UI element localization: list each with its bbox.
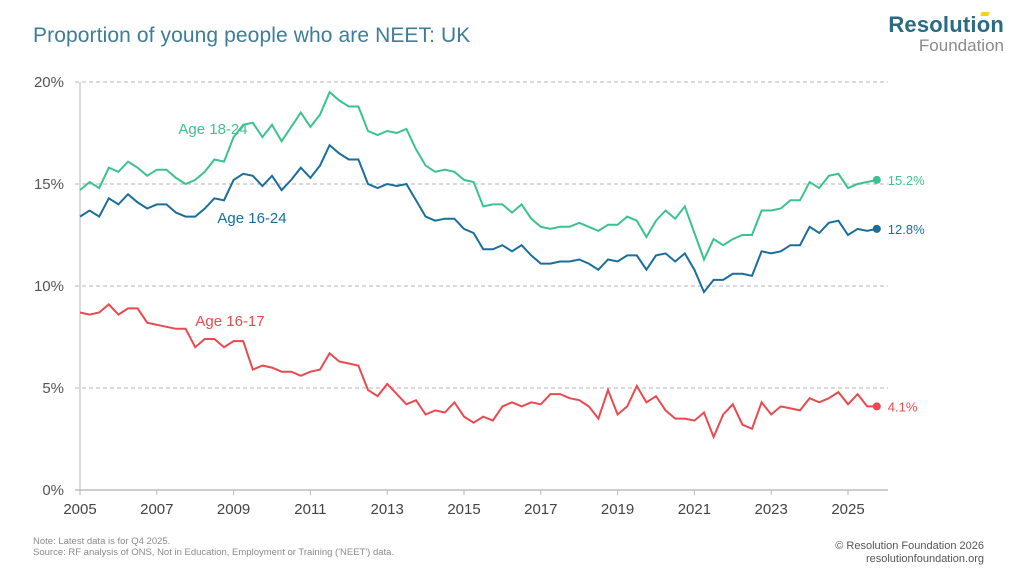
series-line: [79, 303, 877, 440]
logo-line-1: Resolution: [888, 12, 1004, 37]
series-label: Age 16-17: [195, 313, 264, 330]
end-point-marker: [872, 224, 881, 233]
x-tick-label: 2025: [831, 501, 864, 518]
end-point-marker: [872, 402, 881, 411]
end-value-label: 15.2%: [888, 173, 925, 188]
copyright-text: © Resolution Foundation 2026: [835, 540, 984, 552]
x-tick-label: 2005: [63, 501, 96, 518]
y-tick-label: 0%: [42, 482, 64, 499]
x-tick-label: 2007: [140, 501, 173, 518]
y-axis: 0% 5% 10% 15% 20%: [34, 74, 81, 499]
series-age-16-17: 4.1% Age 16-17: [79, 303, 918, 440]
end-value-label: 4.1%: [888, 399, 918, 414]
x-tick-label: 2019: [601, 501, 634, 518]
x-axis: 2005 2007 2009 2011 2013 2015 2017 2019 2021 2023…: [63, 490, 865, 518]
source-text: Source: RF analysis of ONS, Not in Educa…: [33, 547, 395, 558]
chart-title: Proportion of young people who are NEET:…: [33, 24, 471, 47]
series-line: [79, 143, 878, 295]
series-age-16-24: 12.8% Age 16-24: [79, 143, 925, 295]
y-tick-label: 20%: [34, 74, 64, 91]
y-tick-label: 15%: [34, 176, 64, 193]
chart-notes: Note: Latest data is for Q4 2025. Source…: [33, 536, 394, 558]
end-value-label: 12.8%: [888, 222, 925, 237]
copyright-block: © Resolution Foundation 2026 resolutionf…: [835, 540, 984, 566]
note-text: Note: Latest data is for Q4 2025.: [33, 536, 171, 547]
x-tick-label: 2013: [371, 501, 404, 518]
series-group: 15.2% Age 18-24 12.8% Age 16-24 4.1% Age 16-1…: [79, 90, 925, 440]
x-tick-label: 2015: [447, 501, 480, 518]
series-line: [79, 90, 878, 263]
x-tick-label: 2023: [755, 501, 788, 518]
resolution-foundation-logo: Resolution Foundation: [888, 12, 1004, 55]
series-label: Age 16-24: [217, 210, 286, 227]
x-tick-label: 2009: [217, 501, 250, 518]
x-tick-label: 2011: [294, 501, 326, 518]
series-label: Age 18-24: [178, 121, 247, 138]
x-tick-label: 2021: [678, 501, 711, 518]
gridlines: [75, 81, 888, 491]
end-point-marker: [872, 175, 881, 184]
website-link[interactable]: resolutionfoundation.org: [865, 553, 984, 565]
logo-line-2: Foundation: [918, 36, 1004, 55]
series-age-18-24: 15.2% Age 18-24: [79, 90, 925, 263]
y-tick-label: 5%: [42, 380, 64, 397]
x-tick-label: 2017: [524, 501, 557, 518]
y-tick-label: 10%: [34, 278, 64, 295]
